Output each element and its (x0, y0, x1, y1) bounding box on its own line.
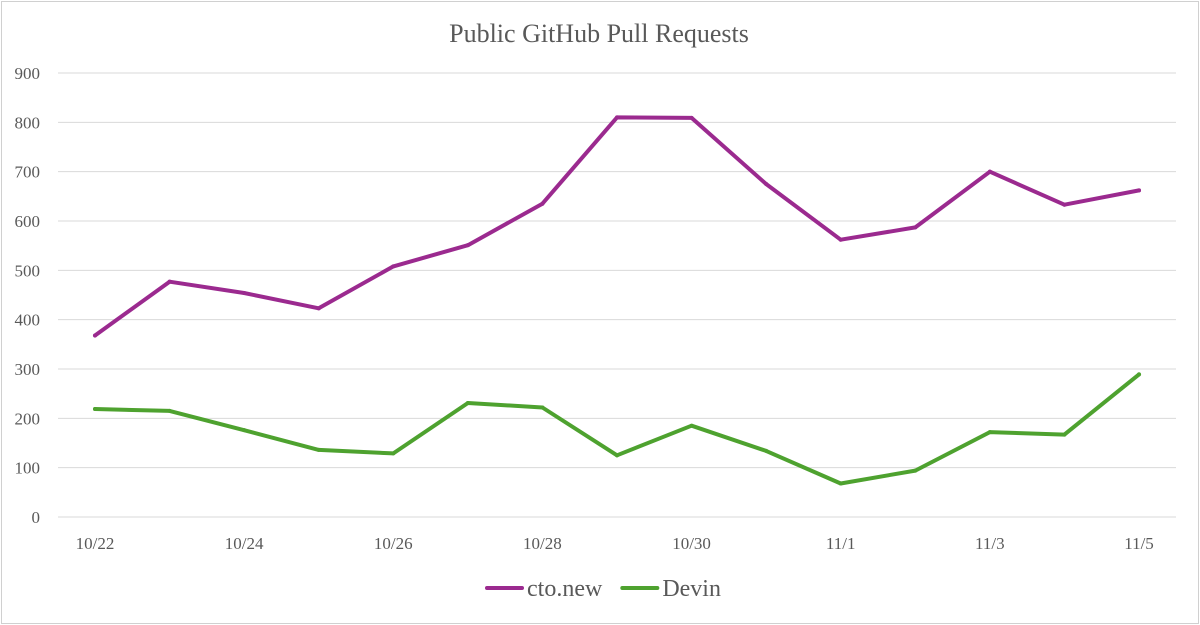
data-point (316, 447, 321, 452)
x-tick-label: 10/26 (374, 534, 413, 553)
data-point (316, 306, 321, 311)
data-point (689, 423, 694, 428)
legend-label: cto.new (527, 576, 603, 602)
y-tick-label: 0 (32, 508, 41, 527)
data-point (391, 264, 396, 269)
x-tick-label: 10/28 (523, 534, 562, 553)
y-tick-label: 700 (15, 163, 41, 182)
gridlines (58, 72, 1176, 518)
y-tick-label: 500 (15, 261, 41, 280)
data-point (1137, 372, 1141, 377)
legend: cto.new Devin (485, 576, 721, 602)
series-lines (93, 115, 1141, 486)
y-tick-label: 600 (15, 212, 41, 231)
x-axis-tick-labels: 10/22 10/24 10/26 10/28 10/30 11/1 11/3 11/5 (76, 534, 1154, 553)
data-point (838, 237, 843, 242)
data-point (167, 408, 172, 413)
y-tick-label: 900 (15, 64, 41, 83)
data-point (465, 243, 470, 248)
data-point (615, 453, 619, 458)
y-tick-label: 300 (15, 360, 41, 379)
y-tick-label: 100 (15, 459, 41, 478)
data-point (615, 115, 619, 120)
y-tick-label: 200 (15, 409, 41, 428)
series-line-cto-new (93, 115, 1141, 338)
legend-label: Devin (662, 576, 721, 602)
data-point (987, 169, 992, 174)
x-tick-label: 10/24 (225, 534, 264, 553)
data-point (689, 115, 694, 120)
x-tick-label: 11/5 (1124, 534, 1154, 553)
y-tick-label: 800 (15, 113, 41, 132)
data-point (764, 448, 769, 453)
x-tick-label: 11/3 (975, 534, 1005, 553)
x-tick-label: 10/30 (672, 534, 711, 553)
x-tick-label: 11/1 (826, 534, 856, 553)
data-point (913, 225, 918, 230)
data-point (540, 201, 545, 206)
data-point (540, 405, 545, 410)
data-point (987, 430, 992, 435)
y-tick-label: 400 (15, 311, 41, 330)
series-line-devin (93, 372, 1141, 486)
data-point (242, 428, 247, 433)
data-point (167, 279, 172, 284)
data-point (913, 468, 918, 473)
data-point (465, 401, 470, 406)
data-point (1062, 432, 1067, 437)
chart-title: Public GitHub Pull Requests (449, 19, 749, 48)
data-point (242, 291, 247, 296)
data-point (391, 451, 396, 456)
data-point (93, 333, 97, 338)
data-point (764, 182, 769, 186)
data-point (838, 481, 843, 486)
data-point (93, 406, 97, 411)
data-point (1137, 188, 1141, 193)
data-point (1062, 202, 1067, 207)
y-axis-tick-labels: 0 100 200 300 400 500 600 700 800 900 (15, 64, 41, 527)
x-tick-label: 10/22 (76, 534, 115, 553)
